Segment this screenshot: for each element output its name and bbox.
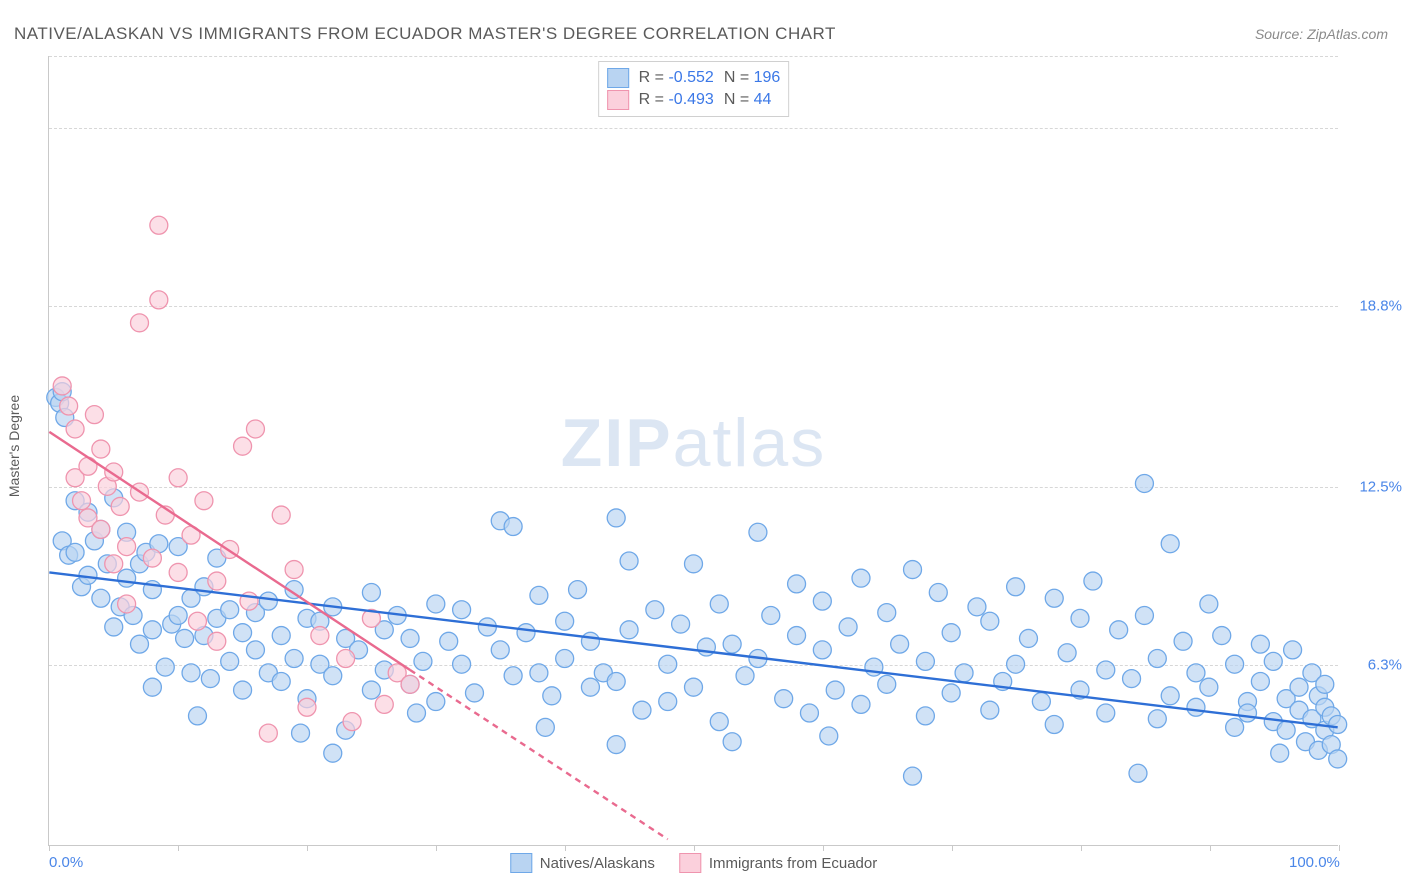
r-label-b: R =	[639, 91, 669, 108]
source-label: Source:	[1255, 26, 1307, 42]
swatch-a	[607, 68, 629, 88]
x-tick-label: 0.0%	[49, 854, 83, 871]
source-attribution: Source: ZipAtlas.com	[1255, 26, 1388, 42]
y-tick-label: 6.3%	[1344, 657, 1402, 674]
correlation-legend: R = -0.552 N = 196 R = -0.493 N = 44	[598, 61, 790, 117]
legend-row-a: R = -0.552 N = 196	[607, 68, 781, 88]
plot-area: ZIPatlas 6.3%12.5%18.8% R = -0.552 N = 1…	[48, 56, 1338, 846]
legend-item-b: Immigrants from Ecuador	[679, 853, 877, 873]
x-tick-label: 100.0%	[1289, 854, 1340, 871]
y-axis-label: Master's Degree	[6, 395, 22, 497]
legend-item-a: Natives/Alaskans	[510, 853, 655, 873]
n-label-a: N =	[724, 69, 754, 86]
legend-row-b: R = -0.493 N = 44	[607, 90, 781, 110]
y-tick-label: 12.5%	[1344, 478, 1402, 495]
r-value-b: -0.493	[668, 91, 713, 108]
r-value-a: -0.552	[668, 69, 713, 86]
swatch-b	[607, 90, 629, 110]
series-legend: Natives/Alaskans Immigrants from Ecuador	[510, 853, 877, 873]
y-tick-label: 18.8%	[1344, 297, 1402, 314]
r-label-a: R =	[639, 69, 669, 86]
n-label-b: N =	[724, 91, 754, 108]
chart-svg	[49, 56, 1338, 845]
n-value-a: 196	[754, 69, 781, 86]
swatch-b-icon	[679, 853, 701, 873]
source-name: ZipAtlas.com	[1307, 26, 1388, 42]
legend-label-b: Immigrants from Ecuador	[709, 855, 877, 872]
n-value-b: 44	[754, 91, 772, 108]
legend-label-a: Natives/Alaskans	[540, 855, 655, 872]
chart-title: NATIVE/ALASKAN VS IMMIGRANTS FROM ECUADO…	[14, 24, 836, 44]
swatch-a-icon	[510, 853, 532, 873]
